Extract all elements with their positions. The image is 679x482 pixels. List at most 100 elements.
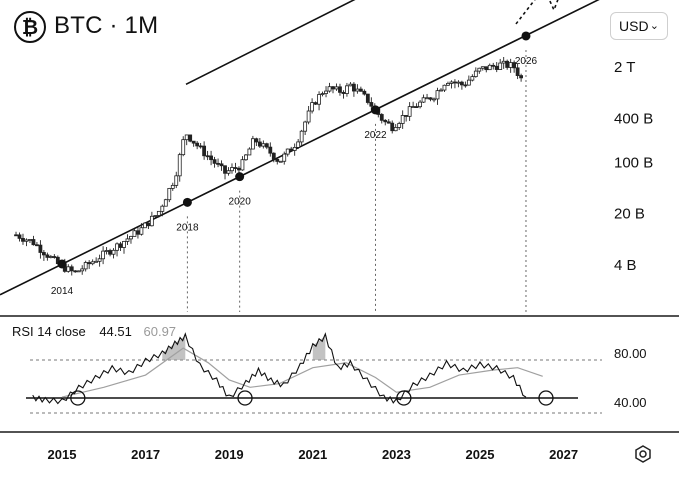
price-y-tick-label: 20 B (614, 206, 645, 223)
candle-body (28, 239, 32, 241)
candle-body (470, 76, 475, 81)
pivot-dot (521, 31, 531, 41)
pivot-dot (235, 172, 245, 182)
rsi-legend: RSI 14 close 44.51 60.97 (12, 324, 176, 339)
candle-body (76, 270, 81, 273)
candle-body (153, 215, 158, 217)
candle-body (254, 138, 259, 143)
candle-body (230, 167, 234, 172)
rsi-panel: 80.00 40.00 (26, 332, 647, 414)
candle-body (223, 165, 227, 174)
candle-body (94, 260, 99, 263)
candle-body (83, 262, 88, 270)
channel-upper-line (185, 0, 356, 86)
candle-body (338, 86, 342, 93)
candle-body (393, 127, 398, 132)
candle-body (80, 268, 85, 272)
candle-body (212, 159, 217, 164)
candle-body (66, 266, 71, 272)
candle-body (428, 97, 433, 100)
bitcoin-logo-glyph: ₿ (21, 14, 39, 39)
candle-body (108, 250, 112, 255)
candle-body (442, 84, 447, 91)
candle-body (17, 234, 22, 239)
candle-body (48, 256, 53, 258)
candle-body (519, 75, 524, 79)
candle-body (341, 91, 346, 94)
pivot-year-label: 2014 (51, 286, 74, 297)
candle-body (90, 261, 95, 265)
pivot-year-label: 2020 (229, 197, 252, 208)
candle-body (473, 70, 478, 77)
candle-body (432, 98, 436, 101)
candle-body (480, 66, 485, 69)
rsi-y-tick-label: 80.00 (614, 346, 647, 361)
candle-body (421, 97, 426, 103)
candle-body (24, 239, 29, 242)
candle-body (345, 85, 349, 94)
candle-body (195, 142, 200, 147)
candle-body (87, 262, 92, 265)
candle-body (41, 252, 46, 256)
candle-body (477, 67, 482, 72)
candle-body (411, 106, 416, 108)
pivot-year-label: 2022 (364, 130, 387, 141)
candle-body (505, 60, 510, 68)
candle-body (296, 141, 301, 148)
candle-body (261, 143, 266, 147)
candle-body (184, 134, 189, 141)
candle-body (407, 106, 412, 117)
candle-body (379, 114, 384, 121)
candle-body (512, 62, 517, 69)
rsi-low-circle (237, 390, 253, 406)
pivot-year-label: 2018 (176, 222, 199, 233)
candle-body (233, 167, 238, 169)
x-tick-label: 2025 (466, 447, 495, 462)
bitcoin-logo-icon: ₿ (14, 11, 46, 43)
candle-body (317, 94, 321, 105)
candle-body (456, 81, 461, 84)
price-y-tick-label: 100 B (614, 154, 653, 171)
candle-body (31, 239, 36, 246)
candle-body (129, 236, 133, 240)
price-y-tick-label: 400 B (614, 110, 653, 127)
rsi-y-tick-label: 40.00 (614, 395, 647, 410)
projection-arrow-path (515, 0, 559, 25)
candle-body (160, 205, 165, 212)
candle-body (170, 184, 175, 189)
price-y-tick-label: 2 T (614, 59, 635, 76)
candle-body (331, 86, 335, 90)
price-panel: 2 T 400 B 100 B 20 B 4 B 2014 2018 2020 2022 2026 (0, 0, 653, 312)
candle-body (292, 146, 297, 151)
hexagon-settings-icon[interactable] (633, 444, 653, 464)
candle-body (320, 93, 325, 95)
candle-body (237, 167, 241, 171)
candle-body (289, 148, 294, 151)
candle-body (358, 88, 363, 92)
candle-body (52, 256, 57, 258)
candle-body (202, 145, 207, 157)
candle-body (219, 163, 224, 167)
candle-body (404, 115, 409, 117)
x-tick-label: 2015 (48, 447, 77, 462)
candle-body (494, 65, 499, 70)
candle-body (35, 244, 39, 247)
candle-body (386, 121, 391, 124)
pivot-year-label: 2026 (515, 56, 538, 67)
rsi-value: 44.51 (99, 324, 132, 339)
candle-body (275, 158, 280, 162)
candle-body (362, 90, 367, 95)
price-y-tick-label: 4 B (614, 257, 637, 274)
candle-body (69, 266, 74, 272)
rsi-line (32, 332, 527, 405)
candle-body (299, 130, 304, 143)
candle-body (327, 86, 332, 92)
x-axis: 2015 2017 2019 2021 2023 2025 2027 (48, 447, 579, 462)
candle-body (453, 81, 457, 84)
candle-body (303, 121, 308, 132)
candle-body (205, 155, 210, 158)
candle-body (491, 64, 496, 67)
candle-body (501, 60, 506, 64)
candle-body (271, 152, 276, 160)
currency-select[interactable]: USD ⌄ (610, 12, 668, 40)
